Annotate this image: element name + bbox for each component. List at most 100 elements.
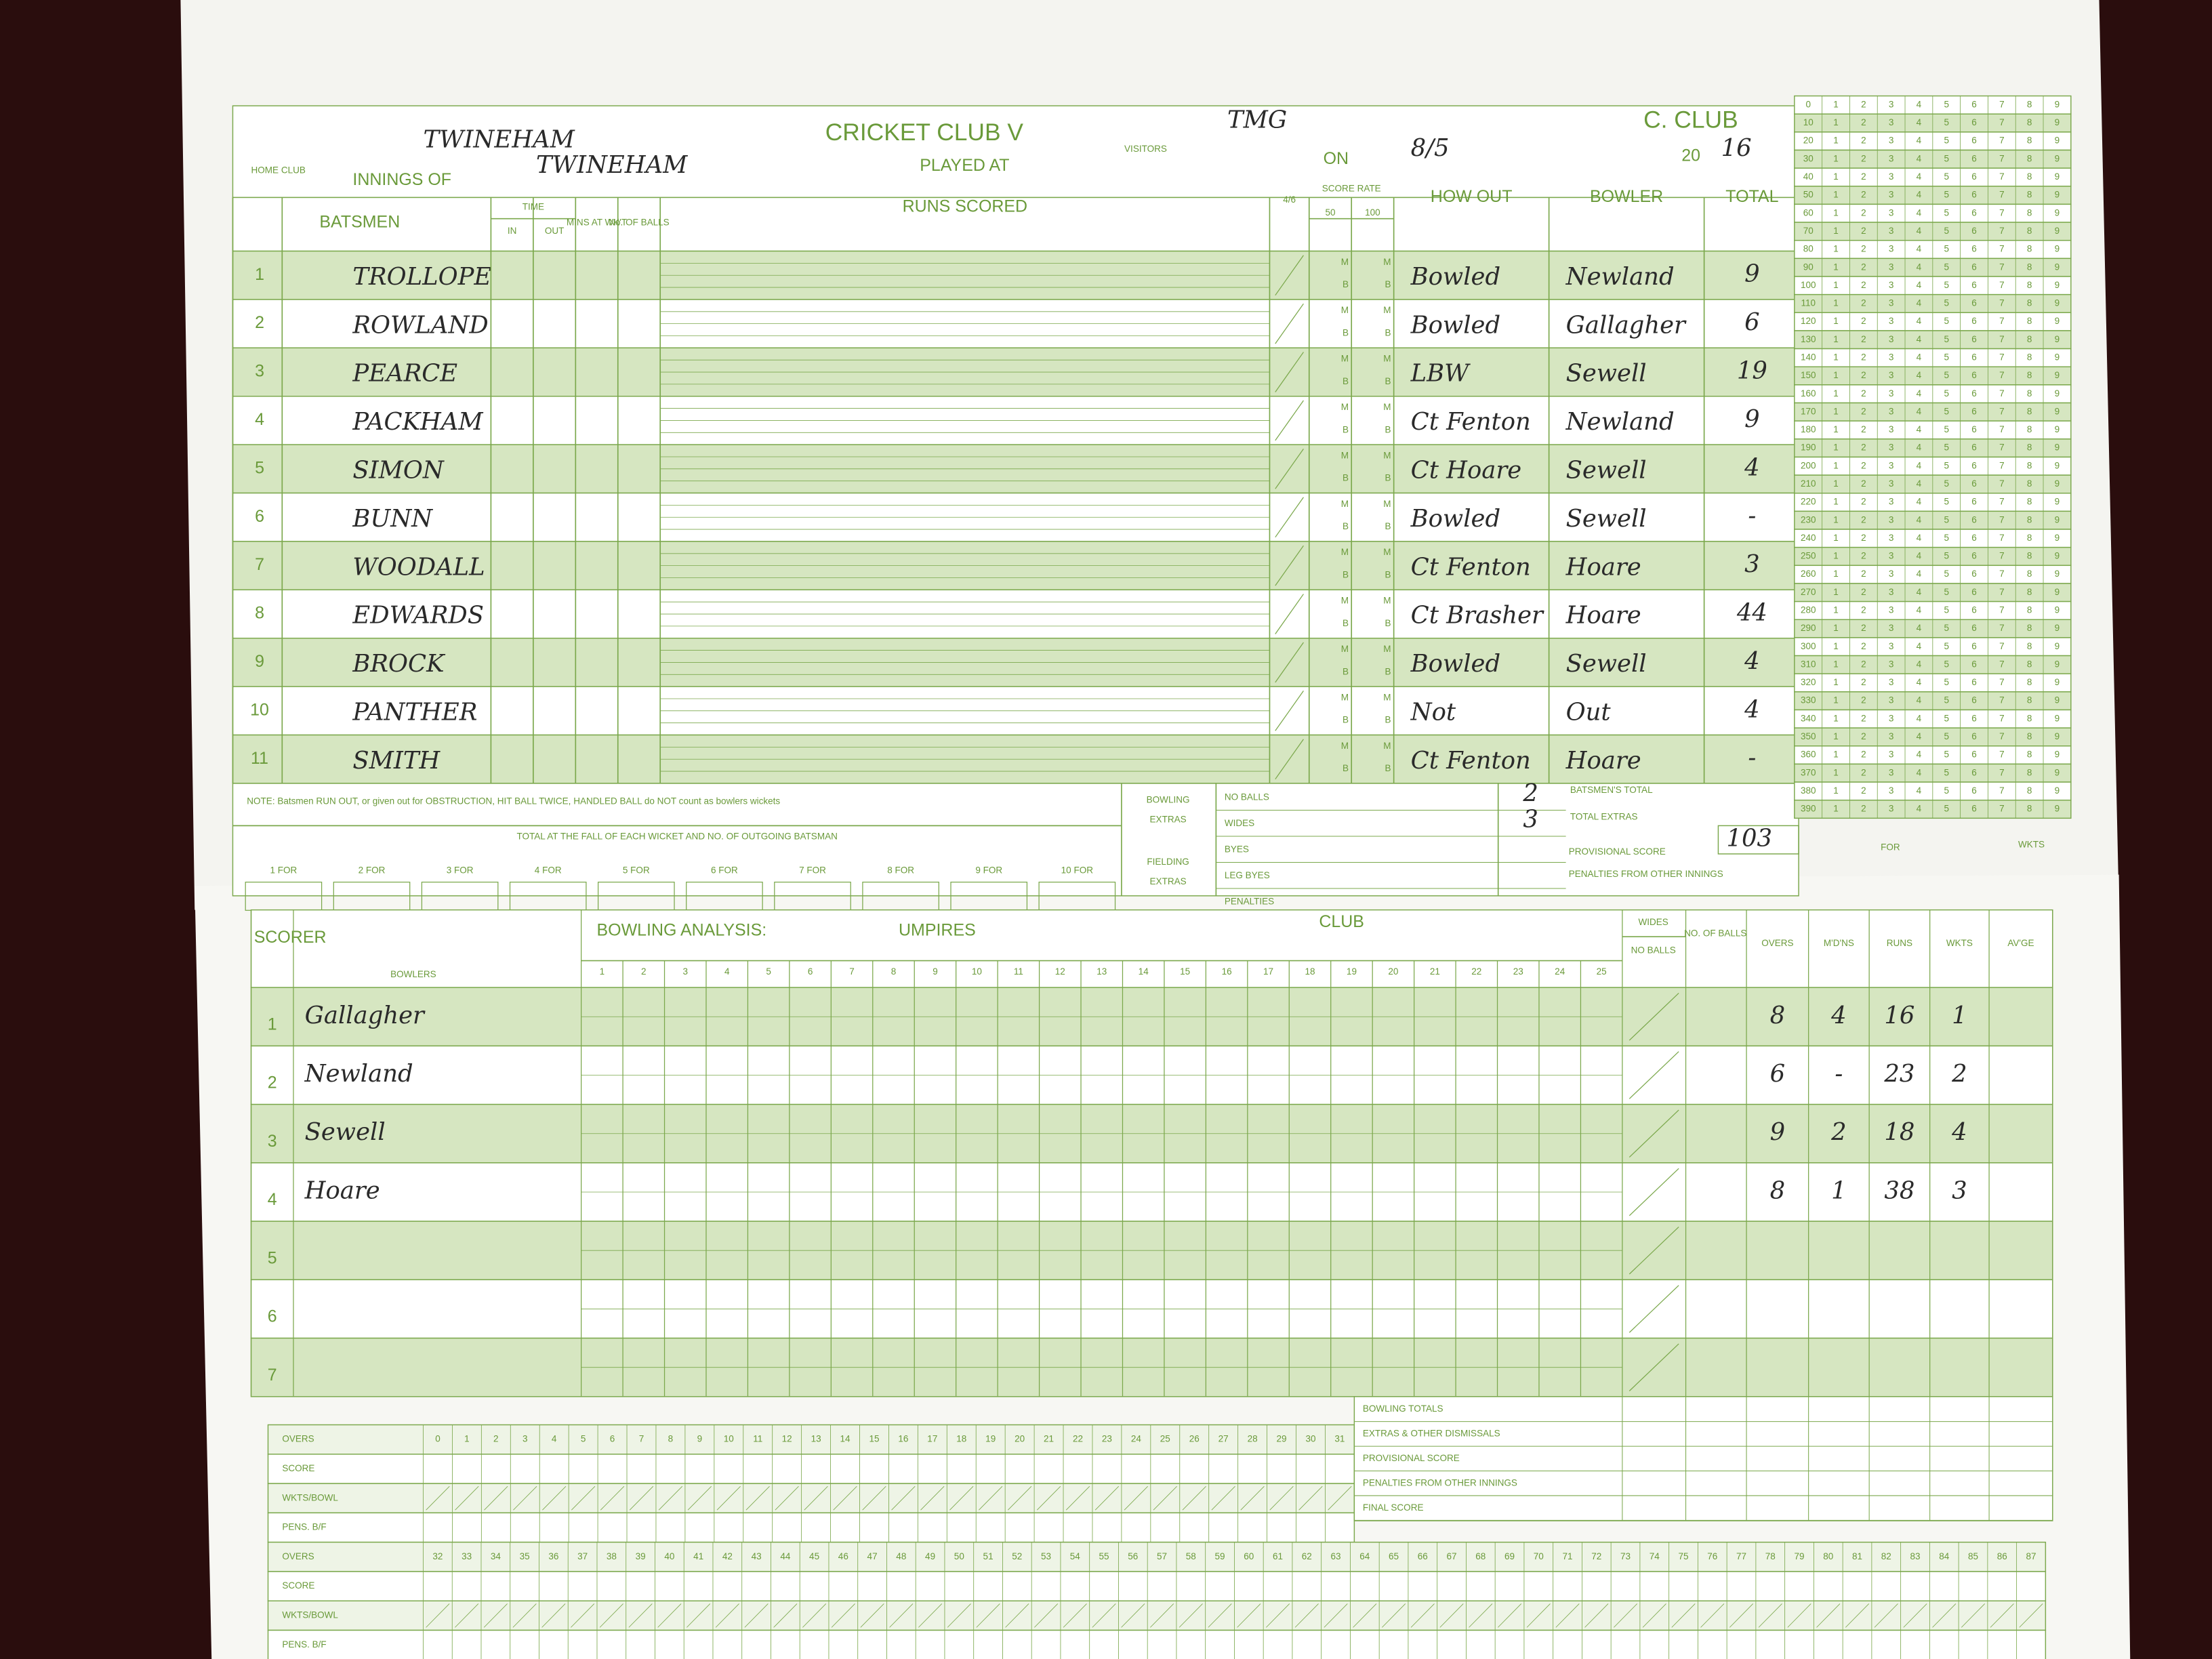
tally-unit: 5: [1944, 551, 1949, 561]
tally-unit: 2: [1861, 623, 1866, 633]
tally-unit: 4: [1917, 334, 1922, 344]
over-count: 9: [697, 1434, 703, 1444]
wkts-slash: [1353, 1603, 1377, 1628]
tally-unit: 8: [2027, 370, 2032, 380]
tally-unit: 9: [2055, 641, 2060, 651]
rate-mark: B: [1385, 376, 1391, 386]
tally-unit: 4: [1917, 623, 1922, 633]
tally-unit: 3: [1889, 443, 1894, 453]
tally-unit: 4: [1917, 352, 1922, 362]
tally-unit: 2: [1861, 731, 1866, 741]
over-number: 8: [891, 966, 897, 977]
over-number: 2: [641, 966, 647, 977]
over-count: 64: [1359, 1551, 1370, 1561]
tally-unit: 4: [1917, 262, 1922, 272]
wkts-slash: [831, 1603, 855, 1628]
fow-label: 3 FOR: [447, 865, 474, 876]
tally-unit: 5: [1944, 117, 1949, 127]
tally-unit: 5: [1944, 731, 1949, 741]
rate-mark: M: [1383, 305, 1391, 315]
over-count: 62: [1302, 1551, 1312, 1561]
tally-unit: 7: [1999, 406, 2005, 416]
rate-mark: B: [1343, 666, 1349, 676]
tally-unit: 1: [1833, 641, 1839, 651]
tally-unit: 5: [1944, 514, 1949, 525]
bowler: Out: [1566, 698, 1612, 726]
tally-unit: 8: [2027, 244, 2032, 254]
wkts-slash: [716, 1486, 741, 1511]
tally-unit: 6: [1971, 280, 1977, 290]
tally-unit: 7: [1999, 352, 2005, 362]
tally-unit: 7: [1999, 99, 2005, 109]
wkts-slash: [833, 1486, 857, 1511]
summary-box: [1353, 1396, 2053, 1521]
header-100: 100: [1365, 207, 1380, 218]
bowling-figure: 8: [1770, 1002, 1786, 1029]
tally-unit: 5: [1944, 497, 1949, 507]
tally-unit: 9: [2055, 569, 2060, 579]
tally-unit: 5: [1944, 171, 1949, 182]
bowler-number: 6: [268, 1307, 277, 1326]
over-count: 55: [1099, 1551, 1109, 1561]
batsman-number: 11: [251, 749, 268, 768]
tally-unit: 4: [1917, 136, 1922, 146]
rate-mark: B: [1385, 569, 1391, 579]
tally-unit: 1: [1833, 117, 1839, 127]
wkts-slash: [1990, 1603, 2014, 1628]
slash: [1275, 352, 1304, 392]
rate-mark: M: [1341, 450, 1349, 460]
over-count: 3: [523, 1434, 528, 1444]
over-count: 10: [724, 1434, 734, 1444]
tally-unit: 3: [1889, 280, 1894, 290]
tally-unit: 1: [1833, 171, 1839, 182]
tally-unit: 2: [1861, 533, 1866, 543]
rate-mark: M: [1341, 596, 1349, 606]
summary-label: FINAL SCORE: [1363, 1502, 1424, 1513]
over-count: 63: [1331, 1551, 1341, 1561]
tally-unit: 5: [1944, 641, 1949, 651]
tally-unit: 6: [1971, 370, 1977, 380]
batsman-number: 1: [255, 265, 264, 284]
tally-unit: 6: [1971, 478, 1977, 489]
batsman-name: PACKHAM: [352, 408, 483, 436]
tally-ten: 80: [1803, 244, 1814, 254]
tally-unit: 3: [1889, 731, 1894, 741]
tally-unit: 8: [2027, 190, 2032, 200]
tally-unit: 1: [1833, 659, 1839, 669]
bowler-number: 3: [268, 1132, 277, 1151]
tally-unit: 1: [1833, 569, 1839, 579]
tally-unit: 1: [1833, 533, 1839, 543]
tally-unit: 6: [1971, 334, 1977, 344]
tally-unit: 5: [1944, 316, 1949, 326]
tally-ten: 110: [1801, 298, 1816, 308]
how-out: LBW: [1410, 360, 1471, 388]
batsman-number: 7: [255, 555, 264, 574]
tally-unit: 3: [1889, 623, 1894, 633]
progress-row: [267, 1629, 2047, 1659]
bowler: Sewell: [1566, 456, 1647, 484]
progress-label: PENS. B/F: [282, 1522, 326, 1532]
extras-box: [232, 783, 1799, 897]
wkts-slash: [1121, 1603, 1145, 1628]
tally-unit: 9: [2055, 262, 2060, 272]
tally-ten: 260: [1801, 569, 1816, 579]
tally-ten: 190: [1801, 443, 1816, 453]
tally-unit: 3: [1889, 659, 1894, 669]
bowler-number: 5: [268, 1248, 277, 1267]
wkts-slash: [1036, 1486, 1061, 1511]
tally-unit: 9: [2055, 695, 2060, 705]
tally-unit: 6: [1971, 207, 1977, 218]
tally-unit: 1: [1833, 388, 1839, 398]
fow-label: 2 FOR: [359, 865, 386, 876]
tally-unit: 2: [1861, 388, 1866, 398]
tally-unit: 3: [1889, 226, 1894, 236]
how-out: Ct Fenton: [1411, 747, 1531, 775]
over-count: 73: [1620, 1551, 1631, 1561]
over-count: 54: [1070, 1551, 1081, 1561]
wkts-slash: [775, 1486, 799, 1511]
progress-label: WKTS/BOWL: [282, 1492, 338, 1502]
wkts-slash: [1903, 1603, 1927, 1628]
tally-unit: 9: [2055, 370, 2060, 380]
over-count: 56: [1128, 1551, 1138, 1561]
batsman-number: 3: [255, 362, 264, 381]
